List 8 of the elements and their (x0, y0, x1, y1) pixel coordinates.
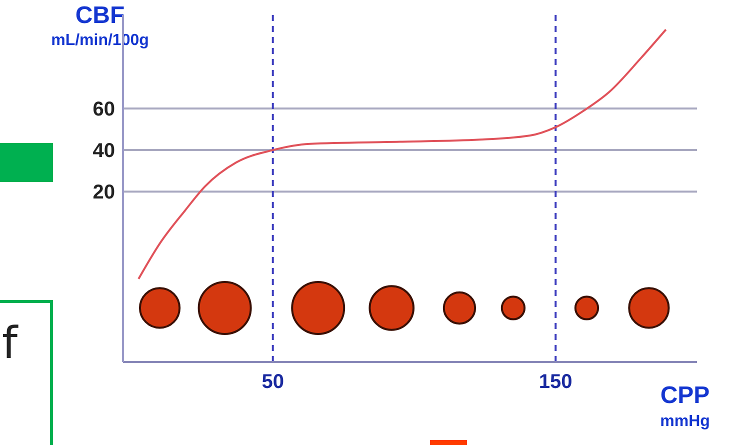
y-tick-label: 60 (92, 98, 115, 121)
y-axis-title: CBF mL/min/100g (50, 2, 150, 51)
x-tick-label: 150 (538, 371, 572, 394)
x-tick-label: 50 (262, 371, 284, 394)
text: f (2, 318, 18, 369)
x-axis-title: CPP mmHg (659, 382, 711, 432)
y-tick-label: 40 (92, 140, 115, 162)
y-tick-label: 20 (92, 182, 115, 204)
